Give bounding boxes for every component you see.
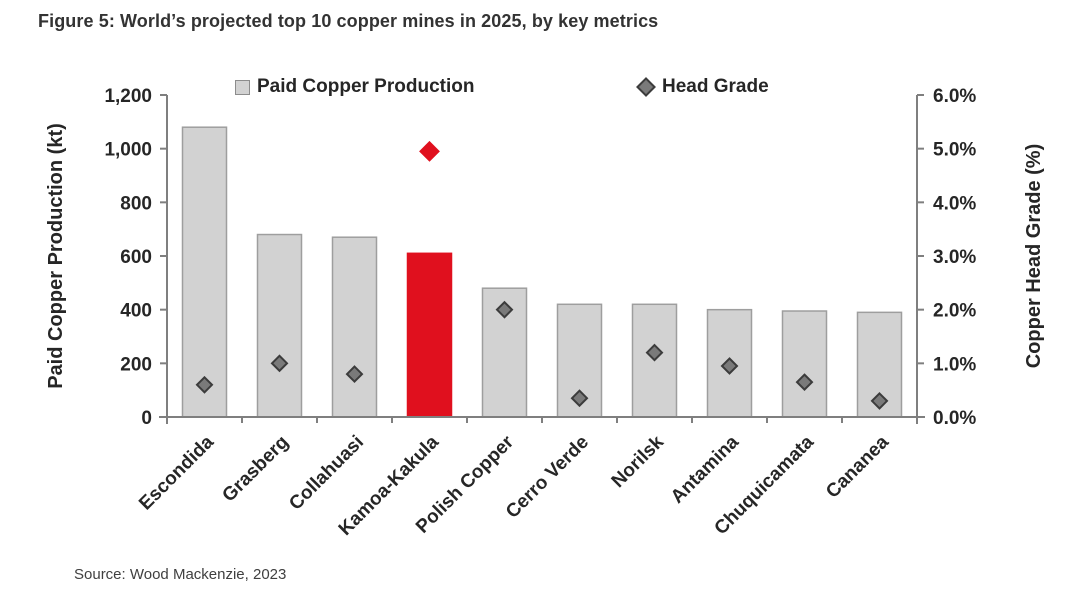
x-category-label-cananea: Cananea: [822, 431, 893, 502]
head-grade-marker-grasberg: [270, 354, 289, 373]
left-axis-tick-label: 1,000: [104, 140, 152, 161]
right-axis-tick-label: 2.0%: [933, 301, 976, 322]
right-axis-tick-label: 5.0%: [933, 140, 976, 161]
bar-grasberg: [256, 233, 303, 418]
head-grade-marker-chuquicamata: [795, 373, 814, 392]
source-note: Source: Wood Mackenzie, 2023: [74, 566, 287, 583]
bar-collahuasi: [331, 236, 378, 418]
right-axis-tick-label: 0.0%: [933, 408, 976, 429]
head-grade-marker-cerro-verde: [570, 389, 589, 408]
left-axis-tick-label: 600: [120, 247, 152, 268]
head-grade-marker-escondida: [195, 375, 214, 394]
left-axis-tick-label: 800: [120, 193, 152, 214]
legend-label-head-grade: Head Grade: [662, 76, 769, 97]
x-category-label-escondida: Escondida: [135, 431, 218, 514]
bar-swatch-icon: [235, 79, 250, 95]
bar-antamina: [706, 308, 753, 418]
legend-item-head-grade: Head Grade: [636, 76, 769, 98]
head-grade-marker-norilsk: [645, 343, 664, 362]
legend-item-paid-copper-production: Paid Copper Production: [235, 76, 474, 98]
x-category-label-collahuasi: Collahuasi: [285, 432, 368, 515]
bar-kamoa-kakula: [406, 252, 453, 418]
head-grade-marker-cananea: [870, 391, 889, 410]
figure-title: Figure 5: World’s projected top 10 coppe…: [38, 11, 659, 31]
head-grade-marker-kamoa-kakula: [419, 140, 440, 162]
left-axis-tick-label: 400: [120, 301, 152, 322]
head-grade-marker-polish-copper: [495, 300, 514, 319]
left-axis-title: Paid Copper Production (kt): [45, 123, 67, 389]
right-axis-tick-label: 6.0%: [933, 86, 976, 107]
head-grade-marker-antamina: [720, 357, 739, 375]
left-axis-tick-label: 1,200: [104, 86, 152, 107]
head-grade-marker-collahuasi: [345, 365, 364, 383]
x-category-label-norilsk: Norilsk: [608, 431, 669, 492]
x-category-label-grasberg: Grasberg: [218, 432, 293, 507]
right-axis-tick-label: 3.0%: [933, 247, 976, 268]
bar-escondida: [181, 126, 228, 418]
right-axis-title: Copper Head Grade (%): [1023, 144, 1045, 368]
left-axis-tick-label: 200: [120, 354, 152, 375]
legend-label-paid-copper-production: Paid Copper Production: [257, 76, 475, 97]
bar-chuquicamata: [781, 310, 828, 418]
x-category-label-antamina: Antamina: [667, 431, 743, 507]
right-axis-tick-label: 1.0%: [933, 354, 976, 375]
left-axis-tick-label: 0: [141, 408, 152, 429]
right-axis-tick-label: 4.0%: [933, 193, 976, 214]
